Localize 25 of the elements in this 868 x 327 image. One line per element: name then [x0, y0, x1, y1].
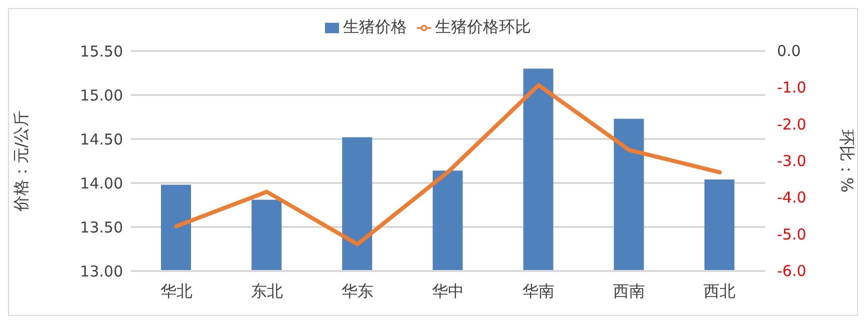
x-tick-label: 东北 — [250, 281, 283, 300]
y-tick-label: 14.00 — [80, 174, 123, 192]
y2-tick-label: -3.0 — [777, 152, 806, 170]
y2-tick-label: -5.0 — [777, 225, 806, 244]
y2-tick-label: -1.0 — [777, 78, 806, 97]
y2-tick-label: -4.0 — [777, 188, 806, 207]
x-tick-label: 西南 — [613, 281, 646, 300]
y-tick-label: 13.00 — [80, 262, 123, 280]
y2-tick-label: -6.0 — [777, 262, 806, 280]
y2-axis-title: 环比：% — [837, 129, 856, 193]
y-tick-label: 13.50 — [80, 218, 123, 236]
x-tick-label: 华北 — [160, 281, 192, 300]
y-tick-label: 14.50 — [80, 130, 123, 148]
legend-label: 生猪价格 — [343, 17, 407, 36]
x-tick-label: 西北 — [704, 281, 736, 300]
y-tick-label: 15.50 — [80, 42, 123, 60]
y2-tick-label: -2.0 — [777, 115, 806, 134]
x-tick-label: 华南 — [522, 281, 555, 300]
legend-label: 生猪价格环比 — [435, 17, 531, 36]
y2-tick-label: 0.0 — [777, 42, 801, 60]
line-series — [174, 83, 722, 246]
y-tick-label: 15.00 — [80, 86, 123, 104]
x-tick-label: 华东 — [341, 281, 374, 300]
x-tick-label: 华中 — [432, 281, 464, 300]
y-axis-title: 价格：元/公斤 — [12, 110, 31, 213]
